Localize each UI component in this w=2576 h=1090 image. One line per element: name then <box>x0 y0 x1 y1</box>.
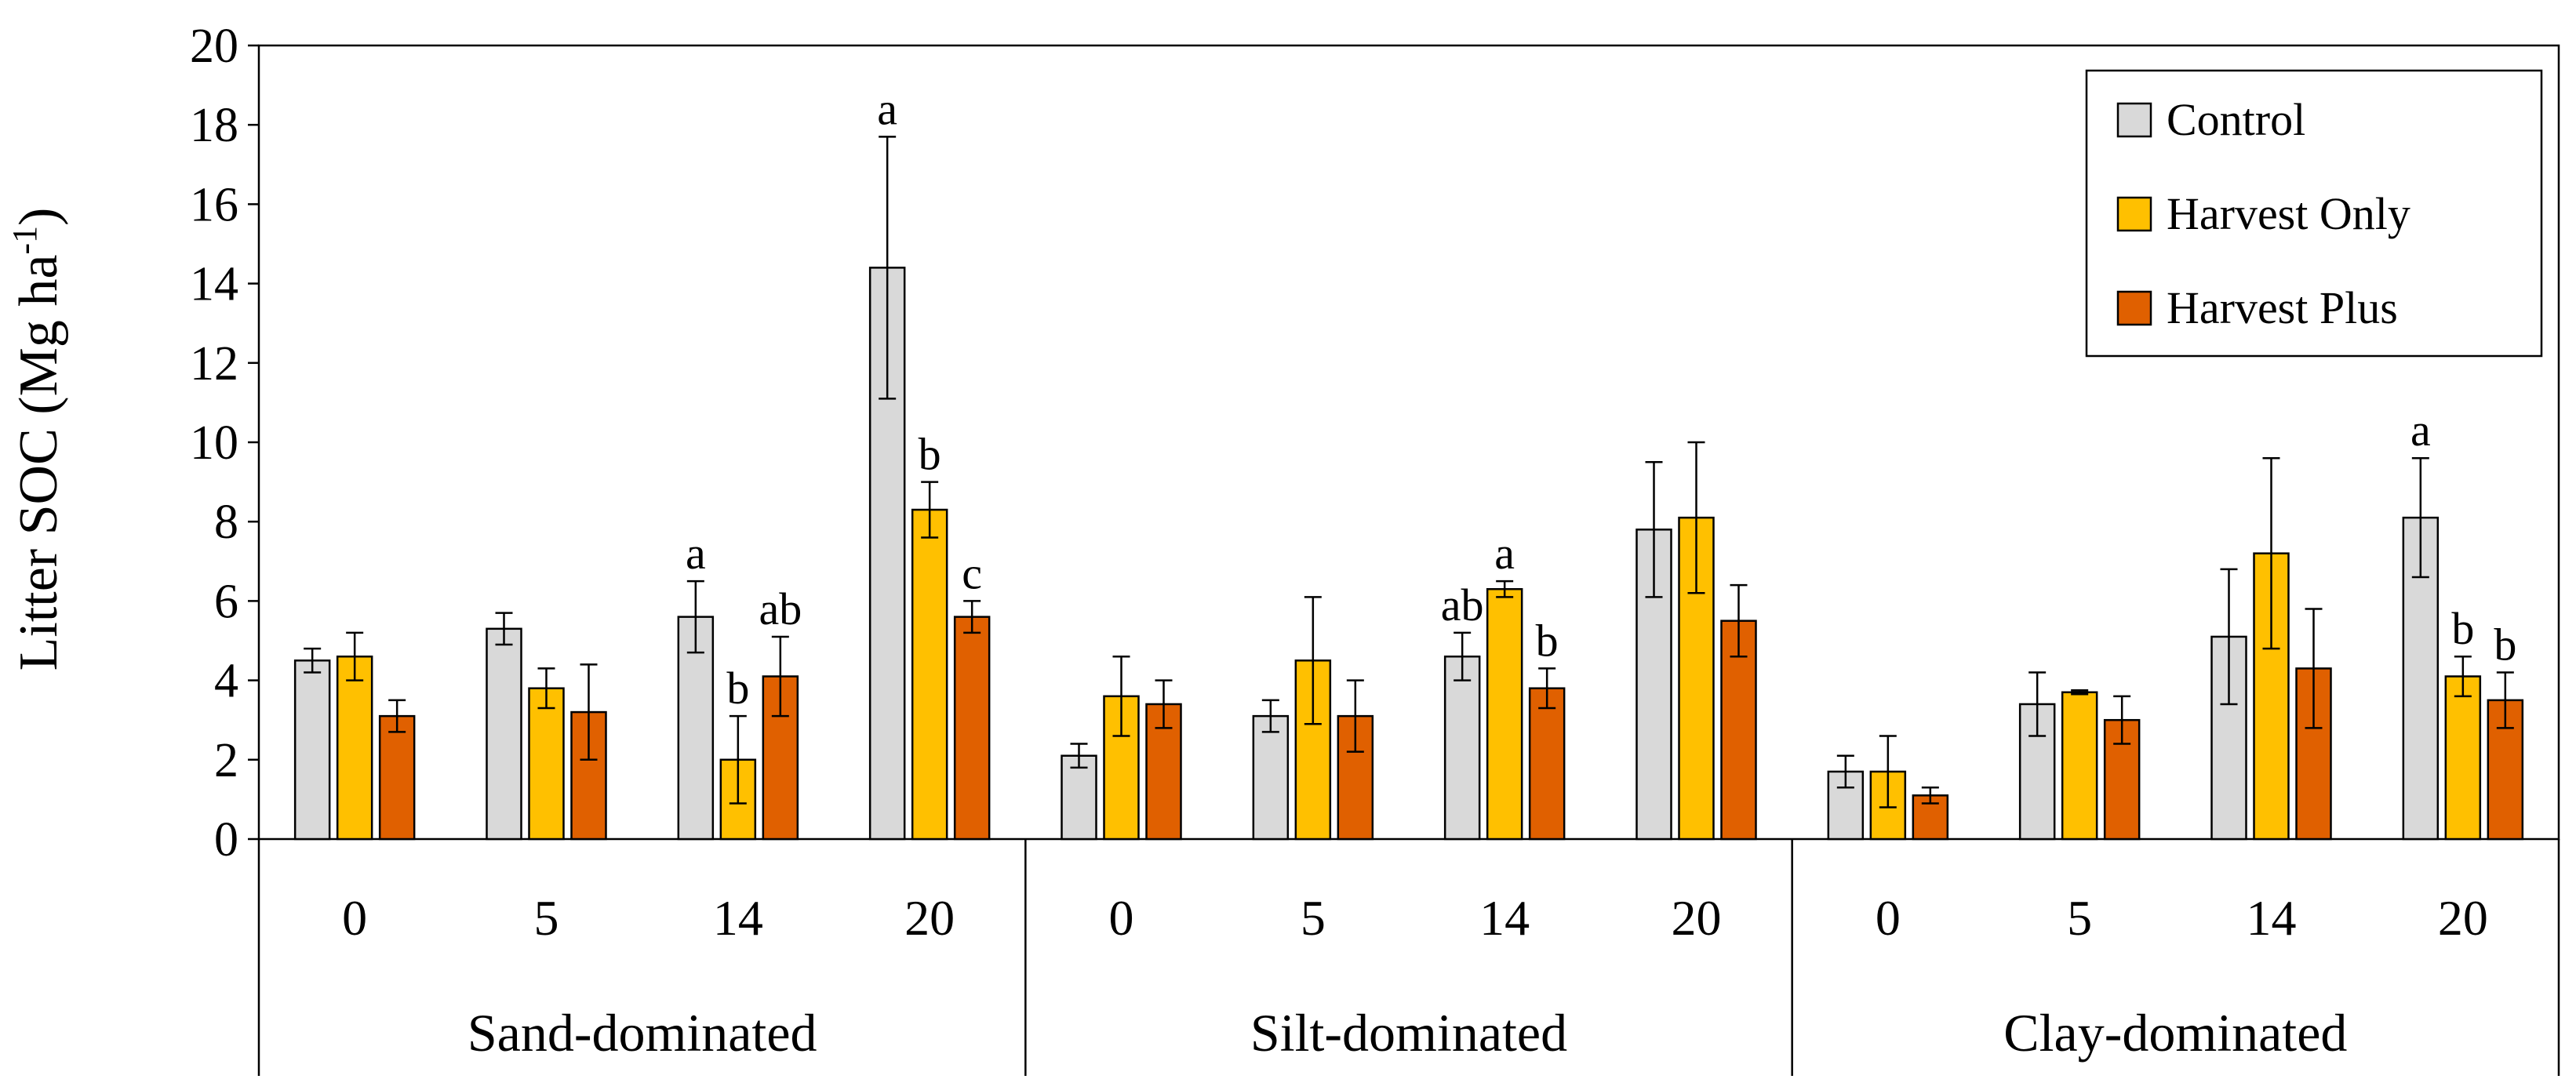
bar-control <box>1252 714 1290 841</box>
bars <box>293 136 2524 841</box>
bar-harvest-only <box>528 687 565 841</box>
y-tick-label: 18 <box>190 99 238 152</box>
significance-label: b <box>2451 603 2474 654</box>
axes: 0 2 4 6 8 10 12 14 16 18 20 Sand-dominated 0 5 14 20 Sil… <box>190 20 2560 1076</box>
bar-control <box>293 659 331 841</box>
significance-label: a <box>686 528 706 579</box>
y-tick-label: 8 <box>214 496 238 549</box>
y-tick-label: 10 <box>190 416 238 470</box>
category-label: 5 <box>1301 890 1326 946</box>
category-label: 0 <box>1876 890 1901 946</box>
legend-swatch <box>2116 102 2152 138</box>
y-axis-title-superscript: -1 <box>5 226 44 255</box>
legend: Control Harvest Only Harvest Plus <box>2085 69 2543 358</box>
category-label: 0 <box>342 890 367 946</box>
bar-harvest-only <box>2061 691 2098 841</box>
bar-control <box>1443 655 1481 841</box>
bar-harvest-only <box>2444 675 2482 841</box>
category-label: 20 <box>904 890 955 946</box>
y-axis-title-group: Litter SOC (Mg ha-1) <box>5 208 69 671</box>
y-tick-label: 2 <box>214 734 238 787</box>
bar-harvest-only <box>1486 587 1523 841</box>
bar-harvest-only <box>911 508 948 841</box>
legend-swatch <box>2116 196 2152 232</box>
significance-label: ab <box>759 583 802 634</box>
legend-box <box>2085 69 2543 358</box>
y-tick-label: 6 <box>214 575 238 628</box>
category-label: 14 <box>2247 890 2297 946</box>
y-axis-title-suffix: ) <box>9 208 69 226</box>
bar-control <box>1827 770 1865 841</box>
y-tick-label: 14 <box>190 258 238 311</box>
bar-harvest-only <box>336 655 373 841</box>
significance-label: a <box>877 83 897 134</box>
group-label: Sand-dominated <box>468 1003 817 1063</box>
category-label: 20 <box>1672 890 1722 946</box>
bar-harvest-plus <box>1528 687 1566 841</box>
legend-label: Control <box>2167 94 2305 145</box>
y-tick-label: 12 <box>190 337 238 391</box>
y-tick-label: 4 <box>214 655 238 708</box>
significance-label: a <box>1494 528 1515 579</box>
y-tick-label: 20 <box>190 20 238 73</box>
significance-label: b <box>726 663 749 714</box>
y-axis-title-main: Litter SOC (Mg ha <box>9 255 69 671</box>
legend-swatch <box>2116 290 2152 326</box>
legend-label: Harvest Only <box>2167 188 2410 239</box>
y-tick-label: 16 <box>190 178 238 231</box>
significance-label: a <box>2410 405 2431 456</box>
y-axis-title: Litter SOC (Mg ha-1) <box>5 208 69 671</box>
bar-harvest-plus <box>953 616 991 841</box>
significance-label: c <box>962 547 982 598</box>
group-label: Clay-dominated <box>2003 1003 2347 1063</box>
y-tick-label: 0 <box>214 813 238 867</box>
significance-label: b <box>1536 615 1559 666</box>
legend-label: Harvest Plus <box>2167 282 2398 333</box>
group-label: Silt-dominated <box>1250 1003 1567 1063</box>
significance-label: ab <box>1441 580 1484 630</box>
category-label: 14 <box>1479 890 1530 946</box>
significance-label: b <box>919 429 941 480</box>
bar-control <box>1061 754 1097 841</box>
category-label: 14 <box>713 890 763 946</box>
significance-label: b <box>2494 619 2516 670</box>
category-label: 0 <box>1109 890 1134 946</box>
bar-control <box>486 627 522 841</box>
category-label: 5 <box>534 890 559 946</box>
category-label: 20 <box>2438 890 2488 946</box>
bar-harvest-plus <box>378 714 416 841</box>
category-label: 5 <box>2067 890 2092 946</box>
